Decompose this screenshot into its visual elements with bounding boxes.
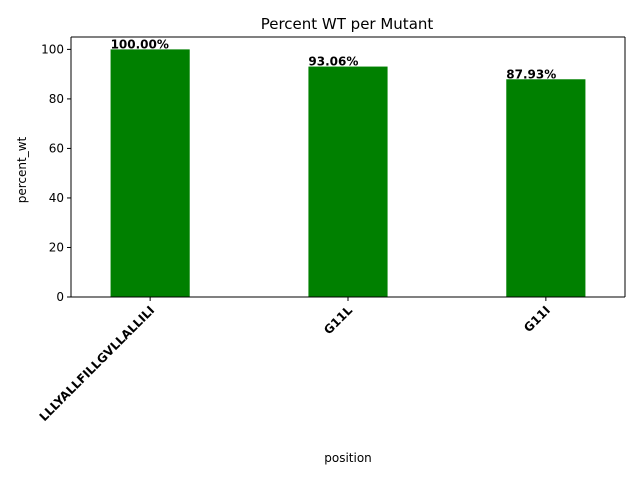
x-tick-label-1: LLLYALLFILLGVLLALLILI [37,303,158,424]
y-tick-label-3: 40 [49,191,64,205]
bars-group [110,49,586,298]
bar-3 [506,79,586,297]
bar-2 [308,66,388,298]
y-tick-label-4: 60 [49,141,64,155]
y-axis: 0 20 40 60 80 100 [41,36,626,304]
chart-title: Percent WT per Mutant [261,15,434,33]
data-labels-group: 100.00% 93.06% 87.93% [111,37,557,81]
y-tick-label-5: 80 [49,92,64,106]
y-tick-label-2: 20 [49,240,64,254]
y-tick-label-6: 100 [41,42,64,56]
x-tick-label-3: G11I [521,303,553,335]
data-label-1: 100.00% [111,37,169,51]
data-label-2: 93.06% [308,55,358,69]
data-label-3: 87.93% [506,67,556,81]
bar-1 [110,49,190,297]
x-axis: LLLYALLFILLGVLLALLILI G11L G11I [37,297,553,424]
y-tick-label-1: 0 [56,290,64,304]
x-axis-label: position [324,451,372,465]
y-axis-label: percent_wt [15,136,29,203]
x-tick-label-2: G11L [321,303,355,337]
